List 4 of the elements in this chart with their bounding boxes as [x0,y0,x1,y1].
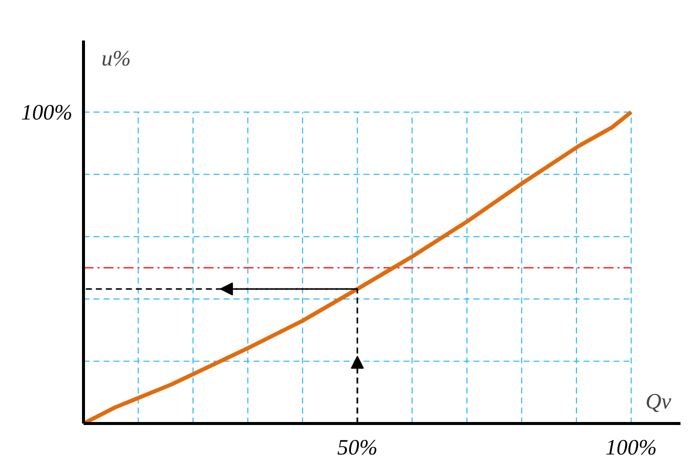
x-tick-label: 50% [337,434,378,460]
x-axis-title: Qv [646,388,672,414]
text: 100% [21,100,72,125]
y-axis-title: u% [102,46,131,70]
